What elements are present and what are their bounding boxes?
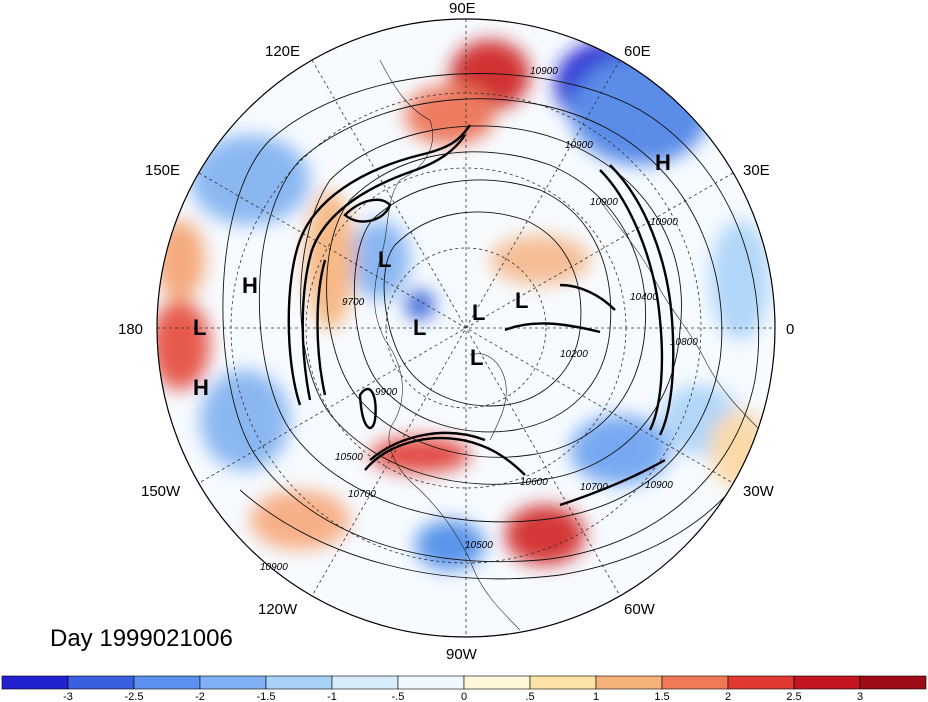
colorbar-tick-label: -1 [327,691,337,702]
contour-label: 10900 [565,140,593,151]
colorbar-swatch [793,675,861,690]
colorbar-tick-label: 2.5 [786,691,801,702]
contour-label: 9700 [342,297,365,308]
contour-label: 10200 [560,349,588,360]
colorbar-swatch [265,675,333,690]
contour-label: 10900 [645,480,673,491]
colorbar-swatch [463,675,531,690]
lon-label-60w: 60W [624,601,656,618]
contour-label: 10700 [348,489,376,500]
contour-label: 10500 [335,452,363,463]
colorbar-swatch [661,675,729,690]
height-contours [222,73,761,580]
contour-label: 9900 [375,387,398,398]
lon-label-150e: 150E [145,162,180,179]
colorbar-tick-label: .5 [525,691,534,702]
colorbar-tick-label: 1.5 [654,691,669,702]
longitude-labels: 90E 60E 30E 0 30W 60W 90W 120W 150W 180 … [118,0,794,663]
colorbar-tick-label: -2.5 [125,691,144,702]
colorbar-tick-label: 0 [461,691,467,702]
colorbar-tick-label: -2 [195,691,205,702]
colorbar-tick-label: 1 [593,691,599,702]
colorbar-swatch [859,675,927,690]
contour-label: 10600 [520,477,548,488]
contour-label: 10900 [590,197,618,208]
low-center: L [413,315,426,340]
lon-label-180: 180 [118,321,143,338]
contour-label: 10500 [465,540,493,551]
pressure-centers: H H L H L L L L L [193,150,671,400]
graticule [157,19,775,637]
low-center: L [378,247,391,272]
lon-label-30e: 30E [743,162,770,179]
colorbar-swatch [331,675,399,690]
lon-label-90e: 90E [449,0,476,17]
map-boundary [156,18,776,638]
lon-label-30w: 30W [743,483,775,500]
colorbar-swatch [397,675,465,690]
high-center: H [655,150,671,175]
contour-label: 10800 [670,337,698,348]
contour-label: 10900 [530,66,558,77]
colorbar-swatch [199,675,267,690]
colorbar: -3 -2.5 -2 -1.5 -1 -.5 0 .5 1 1.5 2 2.5 3 [1,675,927,702]
contour-label: 10900 [260,562,288,573]
colorbar-tick-label: -3 [63,691,73,702]
high-center: H [193,375,209,400]
high-center: H [242,273,258,298]
colorbar-tick-label: 2 [725,691,731,702]
contour-label: 10400 [630,292,658,303]
jet-contours [287,124,675,507]
colorbar-swatch [67,675,135,690]
lon-label-120e: 120E [265,43,300,60]
colorbar-swatch [529,675,597,690]
colorbar-swatch [1,675,69,690]
contour-labels: 10900 10900 10900 10900 10400 10200 9700… [260,66,698,573]
coastlines [374,59,761,631]
contour-label: 10900 [650,217,678,228]
lon-label-0: 0 [786,321,794,338]
colorbar-swatch [595,675,663,690]
lon-label-60e: 60E [624,43,651,60]
colorbar-swatch [727,675,795,690]
low-center: L [515,288,528,313]
colorbar-tick-label: -.5 [392,691,405,702]
contour-label: 10700 [580,482,608,493]
low-center: L [470,345,483,370]
map-title: Day 1999021006 [50,625,233,652]
colorbar-tick-label: 3 [857,691,863,702]
colorbar-tick-label: -1.5 [257,691,276,702]
lon-label-90w: 90W [446,646,478,663]
low-center: L [472,300,485,325]
low-center: L [193,315,206,340]
lon-label-150w: 150W [141,483,181,500]
lon-label-120w: 120W [258,601,298,618]
colorbar-swatch [133,675,201,690]
